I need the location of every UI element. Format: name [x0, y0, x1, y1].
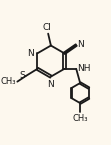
Text: S: S [19, 71, 25, 80]
Text: N: N [78, 40, 84, 49]
Text: N: N [48, 80, 54, 89]
Text: N: N [27, 49, 34, 58]
Text: NH: NH [77, 64, 90, 73]
Text: CH₃: CH₃ [72, 114, 88, 123]
Text: Cl: Cl [43, 23, 52, 32]
Text: CH₃: CH₃ [1, 77, 16, 86]
